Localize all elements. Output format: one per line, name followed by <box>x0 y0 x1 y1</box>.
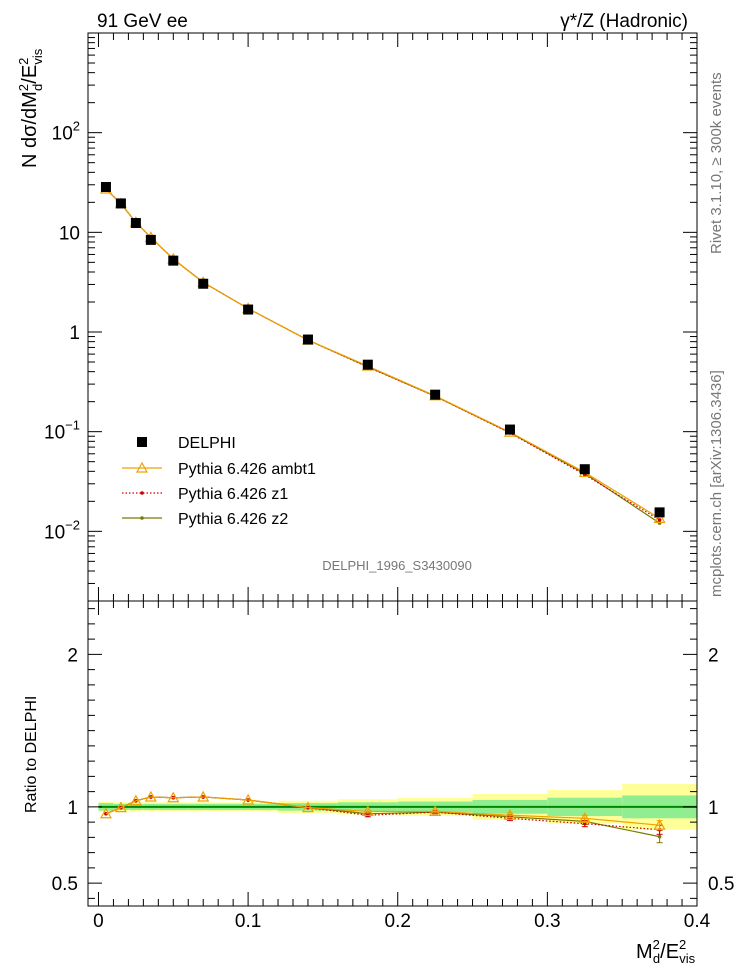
delphi-data-point <box>198 278 209 289</box>
header-right: γ*/Z (Hadronic) <box>560 11 688 32</box>
delphi-data-point <box>579 464 590 475</box>
ratio-series-point <box>653 818 666 830</box>
ratio-y-tick-label: 0.5 <box>52 874 78 895</box>
main-y-tick-label: 102 <box>52 119 80 145</box>
watermark: DELPHI_1996_S3430090 <box>322 558 472 573</box>
legend: DELPHI Pythia 6.426 ambt1 Pythia 6.426 z1 P… <box>122 435 316 528</box>
x-tick-label: 0 <box>93 911 104 932</box>
delphi-data-point <box>362 359 373 370</box>
main-y-tick-label: 1 <box>69 323 80 344</box>
main-y-tick-label: 10−2 <box>44 517 80 543</box>
ratio-y-axis-label: Ratio to DELPHI <box>23 696 40 813</box>
legend-marker-delphi <box>137 437 147 447</box>
main-plot-area <box>99 182 666 525</box>
legend-marker <box>140 491 144 495</box>
ratio-series-point <box>114 801 127 813</box>
legend-marker <box>135 461 149 473</box>
delphi-data-point <box>145 234 156 245</box>
main-panel: 10−2 10−1 1 10 102 DELPHI_1996_S3430090 N dσ… <box>16 32 698 906</box>
ratio-series-point <box>129 794 142 806</box>
ratio-y-tick-label-right: 2 <box>708 645 719 666</box>
x-axis-label: M2 d/E2 vis <box>636 937 696 966</box>
delphi-data-point <box>302 334 313 345</box>
legend-marker <box>140 516 144 520</box>
x-tick-label: 0.2 <box>385 911 411 932</box>
legend-label: Pythia 6.426 z1 <box>178 486 288 503</box>
main-series-point <box>653 512 666 523</box>
ratio-series-point <box>301 801 314 813</box>
delphi-data-point <box>168 255 179 266</box>
main-axes: 10−2 10−1 1 10 102 <box>44 32 698 906</box>
x-tick-label: 0.3 <box>534 911 560 932</box>
legend-label: Pythia 6.426 ambt1 <box>178 461 316 478</box>
ratio-plot-area <box>98 784 697 844</box>
delphi-data-point <box>243 304 254 315</box>
ratio-axes: 0 0.1 0.2 0.3 0.4 0.5 0.5 1 1 2 2 <box>52 600 734 932</box>
ratio-series-point <box>167 791 180 803</box>
ratio-series-point <box>429 805 442 817</box>
x-tick-label: 0.1 <box>235 911 261 932</box>
delphi-data-point <box>100 182 111 193</box>
delphi-data-point <box>504 424 515 435</box>
ratio-series-point <box>578 812 591 823</box>
main-y-axis-label: N dσ/dM2d/E2vis <box>16 48 45 168</box>
ratio-series-point <box>242 793 255 805</box>
legend-label: DELPHI <box>178 435 236 452</box>
delphi-data-point <box>115 198 126 209</box>
ratio-y-tick-label-right: 0.5 <box>708 874 734 895</box>
ratio-y-tick-label: 2 <box>67 645 78 666</box>
ratio-series-point <box>503 809 516 820</box>
ratio-y-tick-label-right: 1 <box>708 798 719 819</box>
delphi-data-point <box>654 507 665 518</box>
main-y-tick-label: 10 <box>59 223 80 244</box>
delphi-data-point <box>430 389 441 400</box>
main-y-tick-label: 10−1 <box>44 418 80 444</box>
ratio-series-point <box>657 834 662 839</box>
side-label-bottom: mcplots.cern.ch [arXiv:1306.3436] <box>708 370 725 597</box>
ratio-series-point <box>197 790 210 802</box>
ratio-series-point <box>361 805 374 817</box>
ratio-panel: 0 0.1 0.2 0.3 0.40.5 0.51 12 2 Ratio to DELPHI … <box>23 600 734 966</box>
header-left: 91 GeV ee <box>97 11 188 32</box>
legend-label: Pythia 6.426 z2 <box>178 511 288 528</box>
ratio-series-point <box>144 790 157 802</box>
ratio-y-tick-label: 1 <box>67 798 78 819</box>
ratio-frame <box>87 600 698 907</box>
side-label-top: Rivet 3.1.10, ≥ 300k events <box>708 72 725 254</box>
ratio-series-point <box>99 807 112 819</box>
delphi-data-point <box>130 218 141 229</box>
x-tick-label: 0.4 <box>684 911 711 932</box>
main-series-point <box>657 518 662 522</box>
